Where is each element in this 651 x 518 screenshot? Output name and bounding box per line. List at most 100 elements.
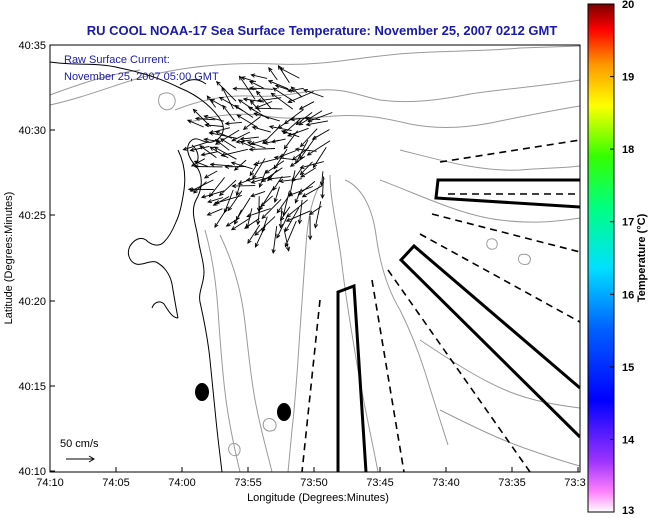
current-vector [291, 166, 304, 182]
current-vector-head [236, 114, 242, 119]
current-vector-head [231, 137, 237, 142]
marker-dot [195, 383, 209, 401]
current-vector [234, 209, 242, 225]
current-vector-head [313, 223, 319, 229]
current-vector-head [307, 118, 313, 123]
current-vector-head [203, 137, 209, 142]
current-vector-head [320, 194, 325, 200]
current-vector [257, 206, 261, 225]
y-tick-label: 40:25 [18, 210, 46, 222]
current-vector [265, 160, 285, 174]
current-vector [291, 86, 303, 98]
colorbar-tick: 13 [622, 505, 634, 517]
current-vector [252, 126, 271, 133]
colorbar-tick: 14 [622, 434, 635, 446]
current-vector-head [194, 116, 200, 121]
current-vector [279, 150, 297, 158]
current-vector-head [209, 146, 215, 151]
current-vector-head [237, 99, 243, 104]
colorbar-label: Temperature (°C) [636, 213, 648, 302]
current-vector-head [278, 178, 284, 184]
current-vector [246, 208, 271, 217]
current-vector [321, 171, 324, 186]
current-vector [255, 107, 283, 110]
dashed-lines [301, 139, 580, 472]
current-vector-head [208, 131, 214, 136]
current-vector-head [297, 219, 302, 225]
current-vector [308, 112, 333, 122]
current-vector-head [207, 199, 213, 204]
x-axis-label: Longitude (Degrees:Minutes) [247, 492, 389, 504]
current-vector [209, 132, 237, 139]
current-vector-head [278, 153, 284, 158]
current-vector [279, 178, 302, 182]
current-vector-head [270, 92, 276, 98]
current-vector-head [249, 171, 254, 177]
current-vector-head [245, 177, 251, 182]
current-vector [228, 190, 243, 211]
current-label-title: Raw Surface Current: [64, 54, 170, 66]
current-vector-head [206, 211, 212, 216]
current-vector-head [239, 141, 245, 145]
y-axis-ticks [50, 44, 55, 472]
current-vector-head [212, 201, 218, 206]
current-vector [271, 138, 286, 143]
current-vector-head [306, 151, 312, 156]
current-vector [209, 177, 225, 197]
current-vector [215, 139, 230, 151]
current-vector [285, 207, 300, 232]
current-vector [215, 129, 240, 145]
current-vector-head [246, 141, 252, 146]
current-vector [239, 76, 256, 100]
current-vector [314, 201, 322, 228]
current-vector [299, 110, 323, 126]
current-vector [300, 161, 313, 175]
current-vector [221, 87, 234, 110]
bathymetry-contours [50, 45, 580, 472]
current-vector-head [203, 114, 209, 119]
current-vector-head [294, 147, 300, 152]
current-vector-head [232, 86, 238, 91]
current-vector-head [267, 176, 273, 181]
current-vector-head [253, 112, 259, 117]
current-vector-head [192, 108, 198, 114]
current-vector [249, 160, 260, 176]
current-vector-head [193, 164, 199, 169]
current-vector-head [214, 200, 220, 205]
current-vector-head [250, 179, 256, 184]
current-vector-head [252, 161, 259, 166]
current-vector [300, 167, 317, 178]
y-tick-labels: 40:35 40:30 40:25 40:20 40:15 40:10 [18, 40, 46, 478]
current-vector [190, 145, 210, 151]
current-vector [286, 210, 311, 222]
y-tick-label: 40:35 [18, 40, 46, 52]
current-vector [303, 89, 324, 98]
current-vector [271, 92, 294, 110]
current-vector-head [224, 121, 230, 126]
current-vector [276, 216, 288, 239]
current-vector [283, 118, 301, 134]
current-vector-head [233, 166, 239, 171]
current-vector-head [273, 197, 278, 204]
current-vector [204, 170, 218, 179]
x-tick-label: 73:35 [498, 477, 526, 489]
current-vector-head [249, 100, 255, 105]
current-vector [274, 186, 280, 203]
current-vector [272, 226, 278, 254]
temperature-colorbar: 20 19 18 17 16 15 14 13 Temperature (°C) [587, 0, 648, 517]
colorbar-tick: 20 [622, 0, 634, 11]
current-vector [204, 115, 225, 122]
current-vector [221, 148, 249, 157]
current-vector-head [301, 193, 307, 198]
current-vector-head [258, 182, 263, 188]
x-tick-label: 73:40 [432, 477, 460, 489]
current-vector-head [221, 86, 226, 92]
scale-label: 50 cm/s [60, 438, 99, 450]
current-vector-head [186, 119, 192, 124]
current-vector-head [294, 198, 299, 204]
x-tick-label: 73:50 [300, 477, 328, 489]
current-vector [199, 145, 217, 158]
current-vector-head [182, 146, 188, 151]
current-vector-head [189, 147, 195, 152]
current-vector-head [256, 220, 261, 226]
